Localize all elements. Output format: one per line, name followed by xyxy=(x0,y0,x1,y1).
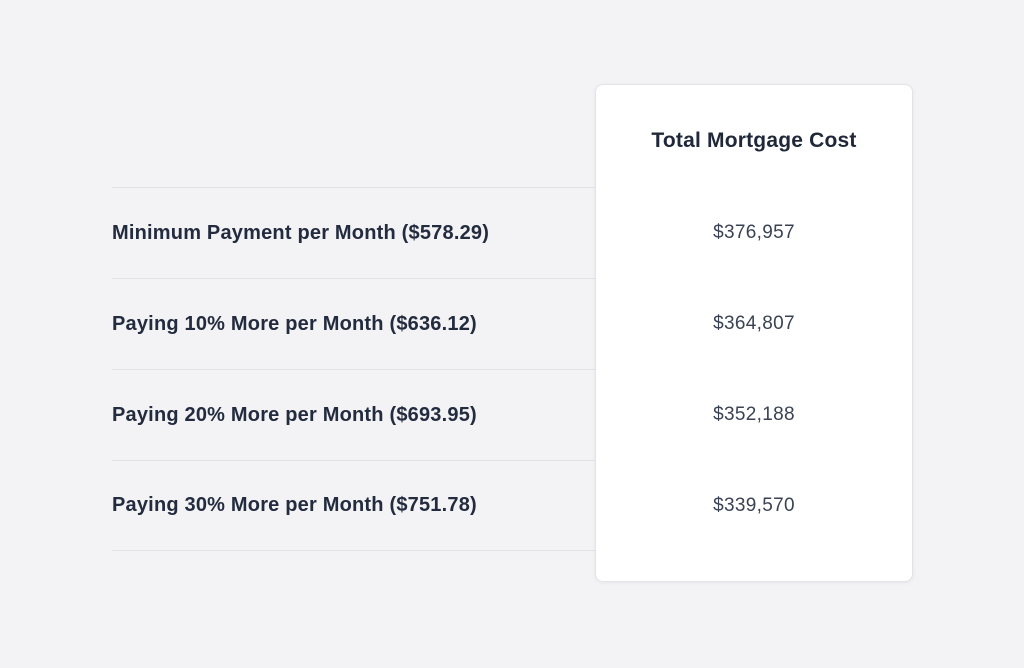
total-cost-value: $352,188 xyxy=(713,403,795,425)
total-cost-value: $364,807 xyxy=(713,312,795,334)
total-cost-value: $376,957 xyxy=(713,221,795,243)
payment-option-label: Minimum Payment per Month ($578.29) xyxy=(112,221,490,244)
payment-options-table: Minimum Payment per Month ($578.29) Payi… xyxy=(112,187,598,551)
total-mortgage-cost-card: Total Mortgage Cost $376,957 $364,807 $3… xyxy=(595,84,913,582)
payment-option-label: Paying 20% More per Month ($693.95) xyxy=(112,403,477,426)
payment-option-label: Paying 30% More per Month ($751.78) xyxy=(112,494,477,516)
table-row: Minimum Payment per Month ($578.29) xyxy=(112,187,598,278)
payment-option-label: Paying 10% More per Month ($636.12) xyxy=(112,312,477,335)
table-row: Paying 20% More per Month ($693.95) xyxy=(112,369,598,460)
table-row: Paying 30% More per Month ($751.78) xyxy=(112,460,598,551)
total-cost-value: $339,570 xyxy=(713,494,795,516)
table-row: Paying 10% More per Month ($636.12) xyxy=(112,278,598,369)
card-title: Total Mortgage Cost xyxy=(651,129,857,152)
